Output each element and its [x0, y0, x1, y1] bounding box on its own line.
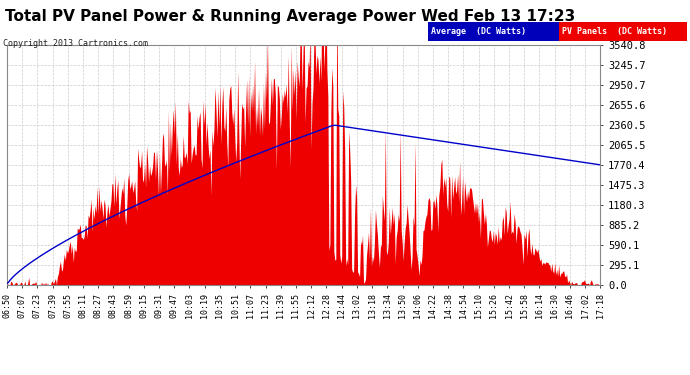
Text: Average  (DC Watts): Average (DC Watts) [431, 27, 526, 36]
Text: Total PV Panel Power & Running Average Power Wed Feb 13 17:23: Total PV Panel Power & Running Average P… [5, 9, 575, 24]
Text: Copyright 2013 Cartronics.com: Copyright 2013 Cartronics.com [3, 39, 148, 48]
Text: PV Panels  (DC Watts): PV Panels (DC Watts) [562, 27, 667, 36]
